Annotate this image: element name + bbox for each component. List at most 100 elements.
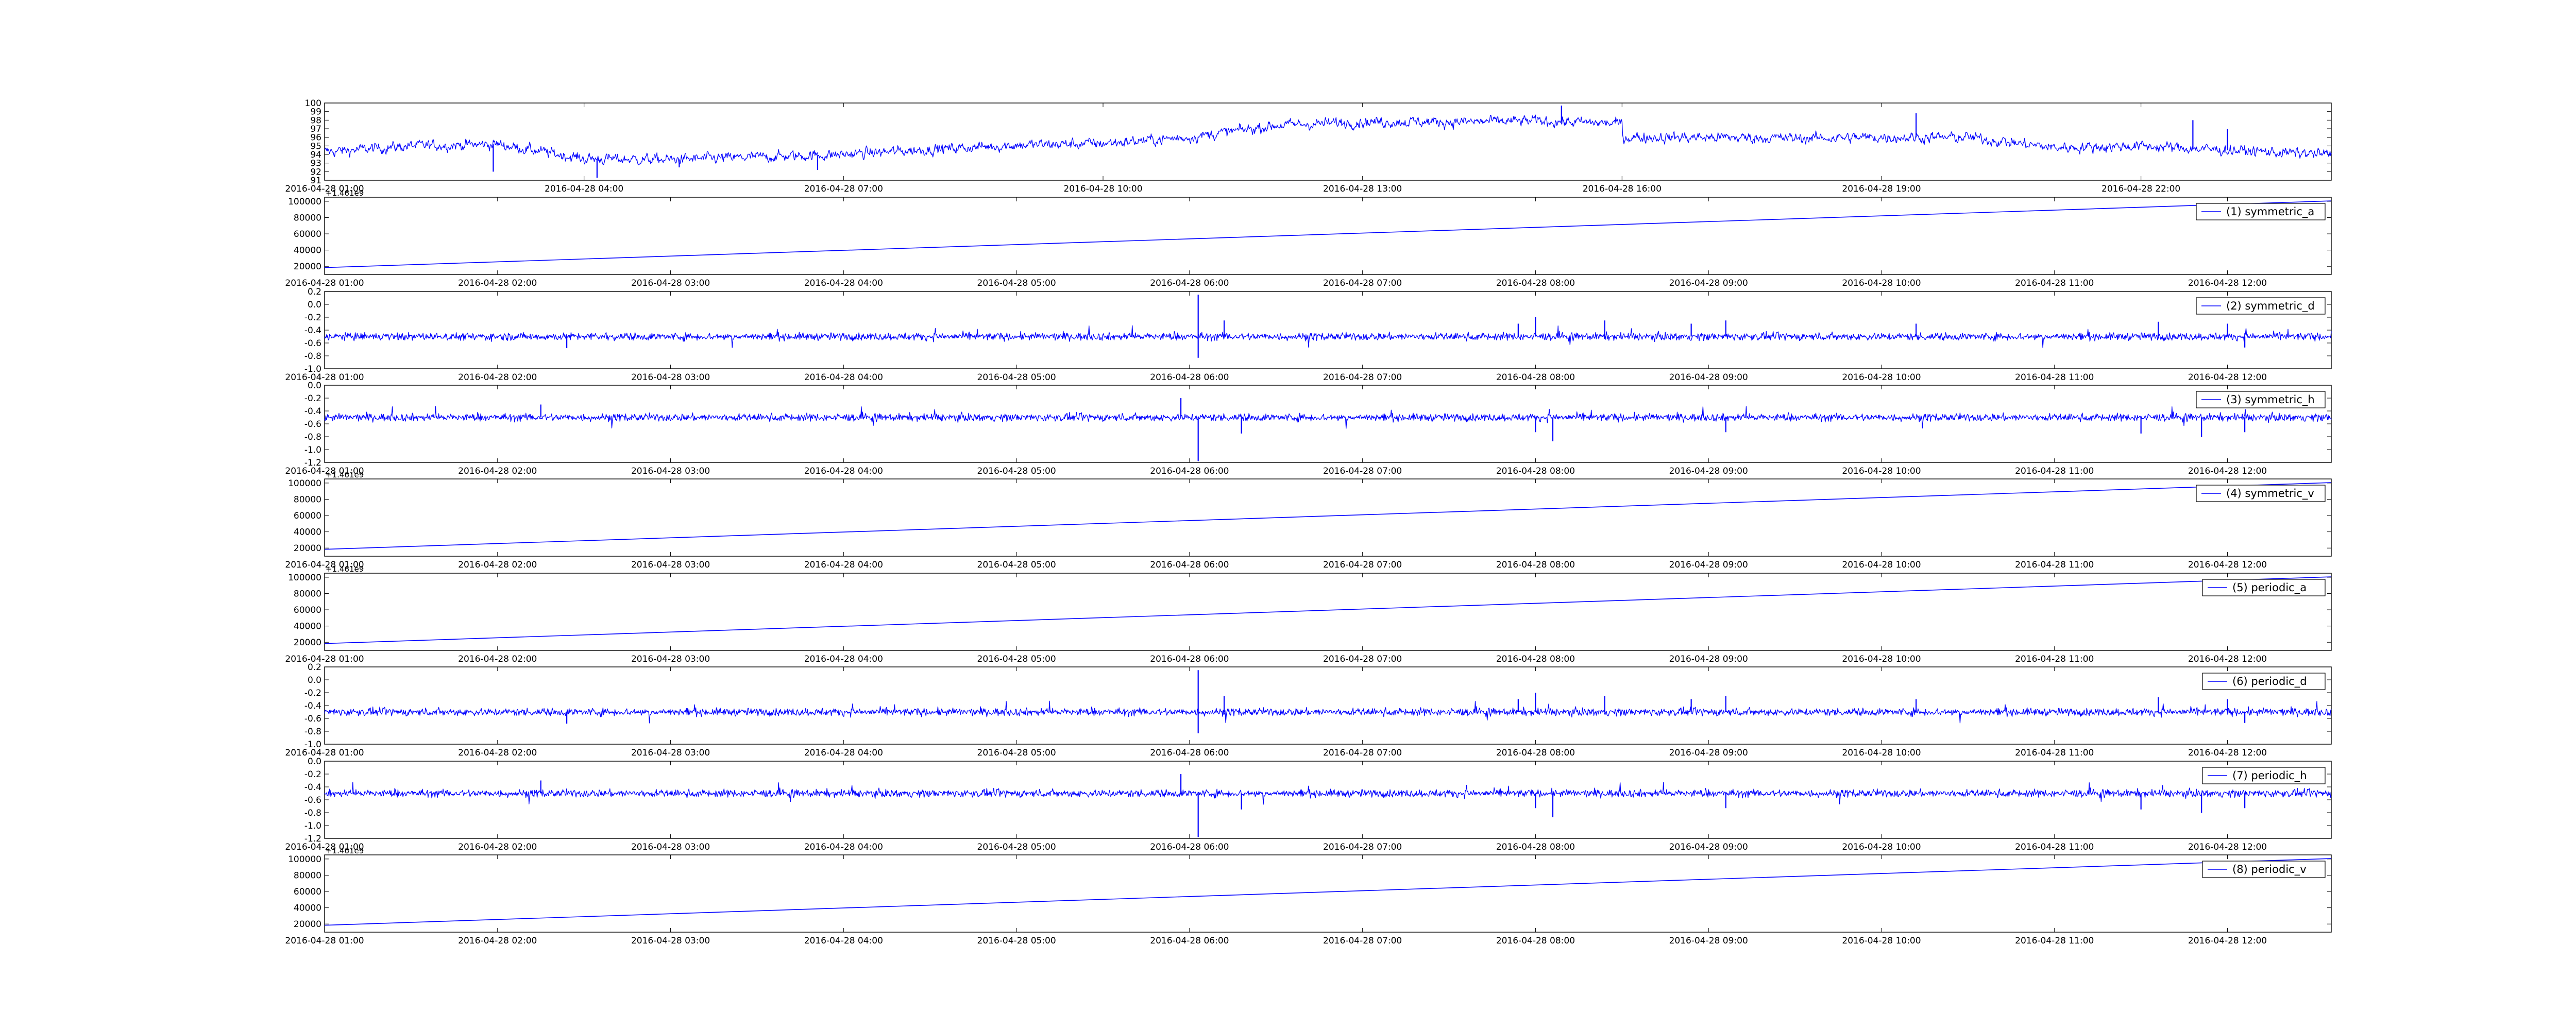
x-tick-label: 2016-04-28 06:00 — [1150, 560, 1229, 570]
axis-offset-label: +1.461e9 — [326, 564, 364, 574]
y-tick-label: 40000 — [294, 622, 321, 632]
x-tick-label: 2016-04-28 10:00 — [1842, 560, 1921, 570]
x-tick-label: 2016-04-28 03:00 — [631, 372, 710, 383]
y-tick-label: 0.0 — [308, 300, 321, 310]
x-tick-label: 2016-04-28 07:00 — [1323, 842, 1402, 852]
y-tick-label: 0.0 — [308, 757, 321, 767]
y-tick-label: 0.0 — [308, 381, 321, 391]
x-tick-label: 2016-04-28 09:00 — [1669, 466, 1748, 476]
x-tick-label: 2016-04-28 07:00 — [1323, 654, 1402, 664]
axes-frame — [324, 102, 2332, 181]
x-tick-label: 2016-04-28 11:00 — [2015, 654, 2094, 664]
y-tick-label: 96 — [310, 133, 321, 143]
x-tick-label: 2016-04-28 04:00 — [804, 560, 883, 570]
series-line — [324, 858, 2332, 926]
y-tick-label: -0.8 — [304, 351, 321, 362]
y-tick-label: -0.2 — [304, 393, 321, 404]
y-tick-label: -0.6 — [304, 338, 321, 349]
series-line — [324, 406, 2332, 429]
x-tick-label: 2016-04-28 02:00 — [458, 748, 537, 758]
x-tick-label: 2016-04-28 11:00 — [2015, 842, 2094, 852]
x-tick-label: 2016-04-28 05:00 — [977, 278, 1056, 288]
x-tick-label: 2016-04-28 07:00 — [1323, 936, 1402, 946]
x-tick-label: 2016-04-28 11:00 — [2015, 560, 2094, 570]
y-tick-label: 0.2 — [308, 287, 321, 297]
axes-frame — [324, 385, 2332, 463]
y-tick-label: 100000 — [288, 197, 321, 207]
y-tick-label: 97 — [310, 124, 321, 134]
x-tick-label: 2016-04-28 01:00 — [285, 560, 364, 570]
y-tick-label: -0.4 — [304, 325, 321, 336]
x-tick-label: 2016-04-28 03:00 — [631, 278, 710, 288]
axis-offset-label: +1.461e9 — [326, 188, 364, 198]
legend-label: (8) periodic_v — [2232, 863, 2307, 876]
axes-frame — [324, 666, 2332, 745]
x-tick-label: 2016-04-28 05:00 — [977, 936, 1056, 946]
series-line — [324, 782, 2332, 805]
x-tick-label: 2016-04-28 03:00 — [631, 560, 710, 570]
x-tick-label: 2016-04-28 12:00 — [2188, 372, 2267, 383]
x-tick-label: 2016-04-28 10:00 — [1842, 748, 1921, 758]
x-tick-label: 2016-04-28 08:00 — [1496, 466, 1575, 476]
y-tick-label: -1.0 — [304, 821, 321, 831]
x-tick-label: 2016-04-28 10:00 — [1063, 184, 1142, 194]
x-tick-label: 2016-04-28 08:00 — [1496, 842, 1575, 852]
legend-label: (6) periodic_d — [2232, 675, 2307, 688]
x-tick-label: 2016-04-28 10:00 — [1842, 654, 1921, 664]
x-tick-label: 2016-04-28 07:00 — [1323, 466, 1402, 476]
y-tick-label: 100000 — [288, 573, 321, 583]
y-tick-label: 40000 — [294, 246, 321, 256]
y-tick-label: 99 — [310, 107, 321, 117]
y-tick-label: -1.0 — [304, 445, 321, 455]
y-tick-label: -0.6 — [304, 795, 321, 805]
x-tick-label: 2016-04-28 01:00 — [285, 842, 364, 852]
axes-frame — [324, 573, 2332, 651]
legend-label: (2) symmetric_d — [2226, 300, 2315, 313]
x-tick-label: 2016-04-28 19:00 — [1842, 184, 1921, 194]
y-tick-label: 91 — [310, 176, 321, 186]
y-tick-label: 0.2 — [308, 662, 321, 673]
legend-label: (5) periodic_a — [2232, 581, 2307, 594]
x-tick-label: 2016-04-28 11:00 — [2015, 466, 2094, 476]
x-tick-label: 2016-04-28 06:00 — [1150, 842, 1229, 852]
y-tick-label: -0.4 — [304, 782, 321, 793]
x-tick-label: 2016-04-28 07:00 — [1323, 748, 1402, 758]
x-tick-label: 2016-04-28 09:00 — [1669, 278, 1748, 288]
x-tick-label: 2016-04-28 09:00 — [1669, 748, 1748, 758]
x-tick-label: 2016-04-28 07:00 — [1323, 278, 1402, 288]
x-tick-label: 2016-04-28 07:00 — [1323, 560, 1402, 570]
y-tick-label: -0.6 — [304, 714, 321, 724]
x-tick-label: 2016-04-28 01:00 — [285, 466, 364, 476]
y-tick-label: -0.8 — [304, 432, 321, 442]
x-tick-label: 2016-04-28 02:00 — [458, 654, 537, 664]
y-tick-label: 20000 — [294, 543, 321, 554]
x-tick-label: 2016-04-28 12:00 — [2188, 936, 2267, 946]
y-tick-label: 100 — [305, 98, 321, 109]
y-tick-label: 80000 — [294, 494, 321, 505]
x-tick-label: 2016-04-28 11:00 — [2015, 936, 2094, 946]
x-tick-label: 2016-04-28 05:00 — [977, 372, 1056, 383]
y-tick-label: 80000 — [294, 213, 321, 223]
x-tick-label: 2016-04-28 10:00 — [1842, 466, 1921, 476]
legend: (2) symmetric_d — [2196, 297, 2326, 315]
chart-panel-6: 20000 40000 60000 80000 100000 2016-04-28 01:… — [285, 564, 2332, 664]
y-tick-label: 40000 — [294, 527, 321, 538]
y-tick-label: 20000 — [294, 262, 321, 272]
series-line — [324, 325, 2332, 348]
legend: (5) periodic_a — [2202, 579, 2326, 596]
x-tick-label: 2016-04-28 10:00 — [1842, 372, 1921, 383]
y-tick-label: 60000 — [294, 511, 321, 521]
y-tick-label: -0.8 — [304, 727, 321, 737]
chart-panel-9: 20000 40000 60000 80000 100000 2016-04-28 01:… — [285, 846, 2332, 946]
x-tick-label: 2016-04-28 08:00 — [1496, 560, 1575, 570]
axes-frame — [324, 478, 2332, 557]
x-tick-label: 2016-04-28 09:00 — [1669, 560, 1748, 570]
y-tick-label: 0.0 — [308, 675, 321, 685]
x-tick-label: 2016-04-28 02:00 — [458, 372, 537, 383]
y-tick-label: 80000 — [294, 870, 321, 881]
y-tick-label: 92 — [310, 167, 321, 177]
y-tick-label: -0.2 — [304, 313, 321, 323]
chart-panel-7: -1.0 -0.8 -0.6 -0.4 -0.2 0.0 0.2 2016-04-28 01:… — [285, 662, 2332, 758]
y-tick-label: 98 — [310, 115, 321, 126]
